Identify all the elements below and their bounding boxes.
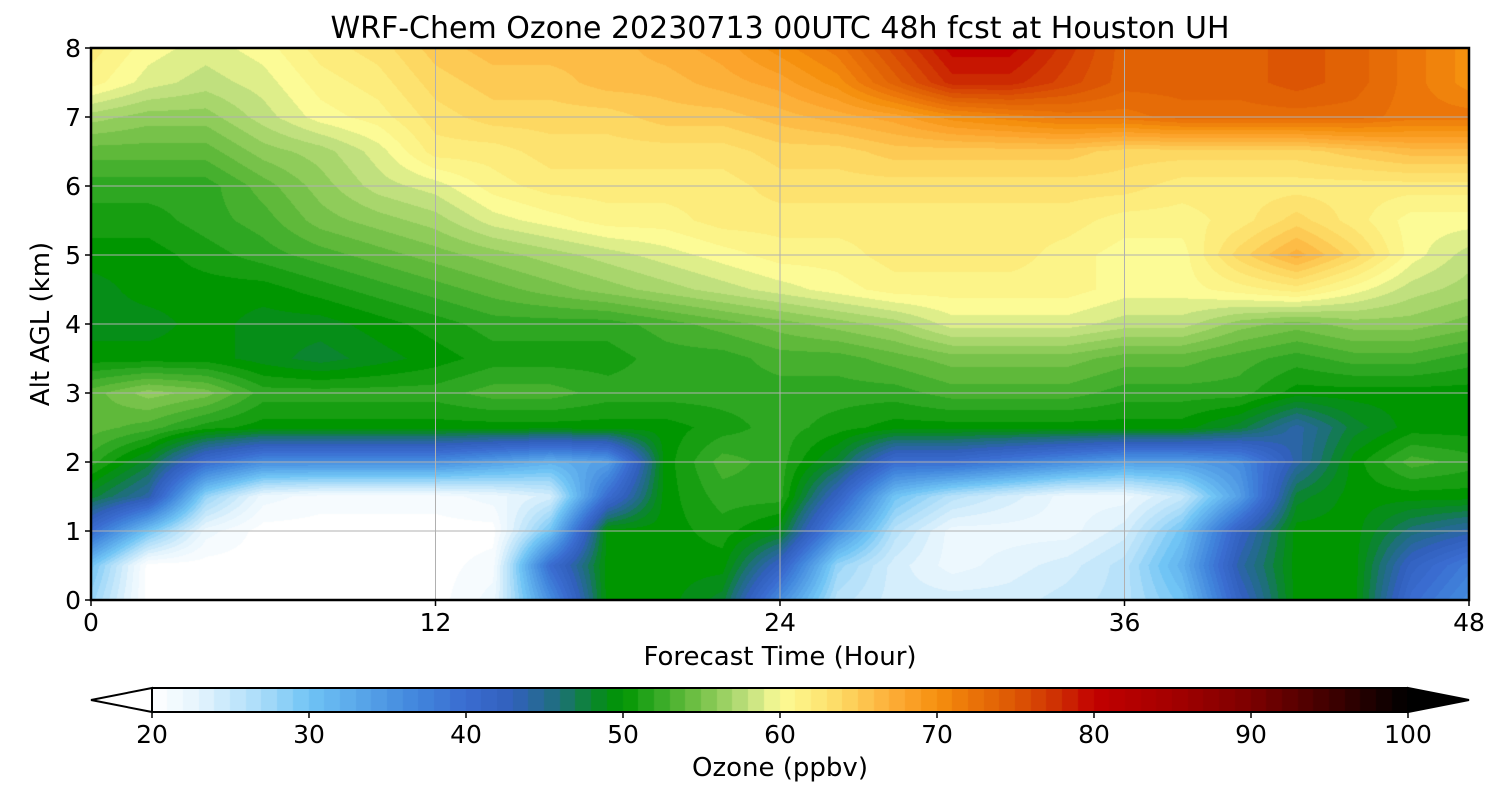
y-tick-label: 5: [65, 241, 81, 270]
colorbar-tick-label: 20: [136, 720, 168, 749]
colorbar-tick-label: 30: [293, 720, 325, 749]
colorbar-tick-label: 50: [607, 720, 639, 749]
colorbar-tick-label: 80: [1078, 720, 1110, 749]
colorbar-tick-label: 60: [764, 720, 796, 749]
y-tick-label: 8: [65, 34, 81, 63]
y-axis-ticks: 0 1 2 3 4 5 6 7 8: [65, 34, 91, 615]
colorbar-gradient: [152, 688, 1408, 712]
colorbar-ticks: 20 30 40 50 60 70 80 90 100: [136, 712, 1432, 749]
x-tick-label: 0: [83, 608, 99, 637]
x-tick-label: 24: [764, 608, 796, 637]
colorbar-extend-max: [1407, 686, 1470, 714]
colorbar-label: Ozone (ppbv): [692, 753, 868, 783]
colorbar-tick-label: 100: [1384, 720, 1432, 749]
colorbar-tick-label: 40: [450, 720, 482, 749]
x-tick-label: 48: [1453, 608, 1485, 637]
x-axis-label: Forecast Time (Hour): [643, 642, 916, 672]
colorbar-extend-min: [90, 686, 153, 714]
y-tick-label: 1: [65, 517, 81, 546]
colorbar: 20 30 40 50 60 70 80 90 100 Ozone (ppbv): [90, 686, 1470, 783]
y-tick-label: 3: [65, 379, 81, 408]
y-tick-label: 6: [65, 172, 81, 201]
y-tick-label: 2: [65, 448, 81, 477]
y-tick-label: 4: [65, 310, 81, 339]
y-tick-label: 7: [65, 103, 81, 132]
y-axis-label: Alt AGL (km): [26, 242, 56, 406]
colorbar-tick-label: 90: [1235, 720, 1267, 749]
y-tick-label: 0: [65, 586, 81, 615]
x-axis-ticks: 0 12 24 36 48: [83, 600, 1485, 637]
x-tick-label: 36: [1109, 608, 1141, 637]
chart-title: WRF-Chem Ozone 20230713 00UTC 48h fcst a…: [330, 11, 1229, 46]
x-tick-label: 12: [420, 608, 452, 637]
colorbar-tick-label: 70: [921, 720, 953, 749]
